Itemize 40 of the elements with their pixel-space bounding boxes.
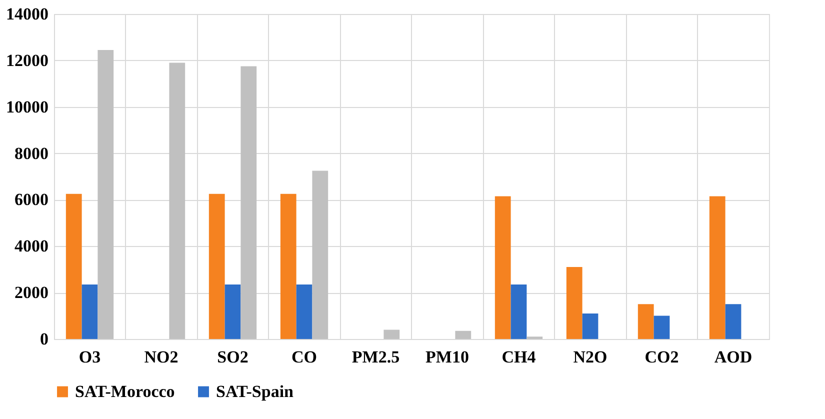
x-tick-label: AOD	[714, 348, 752, 366]
x-tick-label: PM2.5	[352, 348, 400, 366]
bar	[208, 194, 225, 339]
bar	[455, 330, 472, 339]
bar	[98, 50, 114, 339]
y-tick-label: 2000	[14, 283, 48, 302]
bar	[224, 284, 241, 339]
bar	[494, 196, 511, 339]
x-tick-label: N2O	[573, 348, 608, 366]
bar	[510, 284, 527, 339]
legend-label: SAT-Morocco	[75, 382, 175, 401]
x-tick-label: O3	[78, 348, 101, 366]
bar	[280, 194, 296, 339]
x-tick-label: PM10	[426, 348, 469, 366]
legend-label: SAT-Spain	[216, 382, 294, 401]
bar	[66, 194, 82, 339]
y-tick-label: 0	[40, 330, 48, 348]
bar	[82, 284, 98, 339]
x-tick-label: CO	[292, 348, 317, 366]
y-tick-label: 6000	[14, 190, 48, 210]
y-tick-label: 12000	[6, 50, 48, 70]
y-tick-label: 10000	[6, 97, 48, 116]
bar	[654, 316, 670, 339]
bar	[384, 330, 400, 339]
bar	[312, 170, 328, 339]
bar	[725, 304, 742, 339]
bar	[240, 66, 257, 339]
y-tick-label: 8000	[14, 144, 48, 163]
bar	[638, 304, 654, 339]
bar	[169, 62, 186, 339]
x-tick-label: CO2	[644, 348, 679, 366]
bar	[296, 284, 312, 339]
y-tick-label: 4000	[14, 236, 48, 256]
x-tick-label: SO2	[217, 348, 248, 366]
bar	[709, 196, 726, 339]
x-tick-label: CH4	[502, 348, 536, 366]
x-tick-label: NO2	[144, 348, 178, 366]
bar	[566, 267, 582, 339]
bar	[582, 313, 598, 339]
y-tick-label: 14000	[6, 4, 48, 24]
